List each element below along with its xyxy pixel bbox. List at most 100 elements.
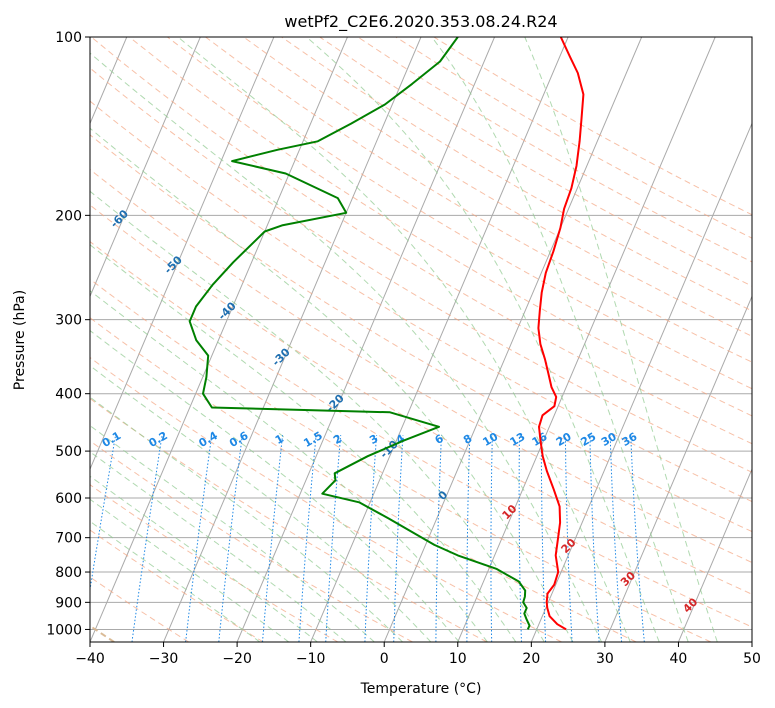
isotherm-line — [383, 37, 643, 642]
mixing-ratio-label: 25 — [579, 430, 599, 449]
moist-adiabat-line — [90, 498, 290, 642]
y-tick-label: 100 — [55, 30, 82, 46]
y-tick-label: 500 — [55, 444, 82, 460]
mixing-ratio-line — [325, 435, 342, 642]
dry-adiabat-line — [90, 484, 339, 642]
mixing-ratio-label: 2 — [331, 432, 344, 447]
mixing-ratio-line — [466, 435, 471, 642]
isotherm-line — [90, 37, 275, 471]
dry-adiabat-line — [243, 37, 752, 337]
isotherm-line — [457, 37, 716, 642]
x-tick-label: −30 — [149, 651, 179, 667]
moist-adiabat-line — [90, 190, 545, 642]
y-tick-label: 600 — [55, 491, 82, 507]
mixing-ratio-line — [90, 435, 117, 593]
dry-adiabat-line — [90, 134, 752, 533]
mixing-ratio-label: 0.6 — [227, 429, 251, 450]
x-axis: −40 −30 −20 −10 0 10 20 30 40 50 — [75, 642, 761, 667]
mixing-ratio-line — [518, 435, 522, 642]
profile-series — [188, 37, 585, 631]
dry-adiabat-line — [319, 37, 752, 287]
dry-adiabat-line — [90, 529, 264, 642]
mixing-ratio-line — [630, 435, 645, 642]
mixing-ratio-line — [564, 435, 573, 642]
x-tick-label: 40 — [670, 651, 688, 667]
moist-adiabat-line — [90, 329, 460, 642]
dry-adiabat-line — [90, 278, 712, 642]
temperature-series-line — [537, 37, 585, 631]
y-axis: 1000 900 800 700 600 500 400 300 200 100 — [46, 30, 90, 638]
moist-adiabat-line — [306, 37, 660, 642]
dry-adiabat-line — [90, 100, 752, 503]
plot-frame — [89, 36, 753, 643]
isotherm-label: -30 — [270, 345, 293, 368]
moist-adiabat-line — [90, 475, 318, 642]
moist-adiabat-line — [90, 290, 488, 642]
moist-adiabat-line — [90, 451, 347, 642]
x-tick-label: 20 — [522, 651, 540, 667]
moist-adiabat-line — [90, 244, 517, 642]
y-axis-label: Pressure (hPa) — [12, 290, 28, 390]
dry-adiabat-line — [90, 168, 752, 564]
y-tick-label: 1000 — [46, 622, 82, 638]
y-tick-label: 400 — [55, 387, 82, 403]
mixing-ratio-line — [262, 435, 284, 642]
moist-adiabat-line — [524, 37, 718, 642]
mixing-ratio-line — [185, 435, 213, 642]
x-tick-label: 50 — [743, 651, 761, 667]
mixing-ratio-label: 0.2 — [147, 429, 170, 450]
mixing-ratio-line — [540, 435, 547, 642]
mixing-ratio-line — [609, 435, 623, 642]
mixing-ratio-label: 13 — [508, 430, 528, 449]
x-tick-label: −20 — [222, 651, 252, 667]
mixing-ratio-label: 0.1 — [100, 429, 123, 450]
mixing-ratio-label: 0.4 — [196, 429, 220, 450]
mixing-ratio-line — [393, 435, 404, 642]
moist-adiabat-line — [90, 520, 261, 642]
mixing-ratio-line — [589, 435, 600, 642]
isotherm-line — [530, 122, 752, 642]
mixing-ratio-label: 3 — [367, 432, 380, 447]
dry-adiabat-line — [90, 356, 562, 642]
x-axis-label: Temperature (°C) — [360, 681, 482, 697]
isotherm-line — [163, 37, 422, 642]
mixing-ratio-line — [298, 435, 317, 642]
dry-adiabat-line — [90, 576, 189, 642]
isotherm-line — [751, 640, 752, 642]
dewpoint-series-line — [188, 37, 531, 630]
x-tick-label: 0 — [380, 651, 389, 667]
dry-adiabat-line — [167, 37, 752, 390]
mixing-ratio-line — [490, 435, 493, 642]
moist-adiabat-line — [90, 396, 403, 642]
x-tick-label: 30 — [596, 651, 614, 667]
moist-adiabat-line — [90, 424, 375, 642]
mixing-ratio-label: 1.5 — [301, 429, 324, 450]
y-tick-label: 700 — [55, 531, 82, 547]
dry-adiabat-line — [395, 37, 752, 239]
moist-adiabat-label: 40 — [680, 595, 700, 615]
mixing-ratio-line — [131, 435, 163, 642]
isotherm-line — [677, 467, 752, 642]
dry-adiabat-line — [90, 204, 752, 595]
mixing-ratio-label: 36 — [620, 430, 640, 449]
x-tick-label: −40 — [75, 651, 105, 667]
dry-adiabat-line — [90, 440, 413, 642]
dry-adiabat-line — [433, 37, 752, 216]
dry-adiabat-line — [90, 37, 752, 445]
x-tick-label: −10 — [296, 651, 326, 667]
mixing-ratio-label: 6 — [433, 432, 446, 447]
dry-adiabat-line — [90, 397, 488, 642]
isotherm-line — [604, 295, 752, 642]
plot-background — [90, 37, 752, 642]
isotherm-label: -70 — [54, 161, 77, 184]
moist-adiabat-line — [90, 365, 432, 642]
dry-adiabat-line — [128, 37, 752, 417]
moist-adiabat-line — [90, 52, 603, 642]
chart-title: wetPf2_C2E6.2020.353.08.24.R24 — [284, 12, 557, 32]
isotherm-line — [90, 37, 201, 298]
mixing-ratio-line — [364, 435, 378, 642]
x-tick-label: 10 — [449, 651, 467, 667]
y-tick-label: 200 — [55, 208, 82, 224]
moist-adiabat-label: 20 — [559, 536, 579, 556]
dry-adiabat-line — [281, 37, 752, 312]
